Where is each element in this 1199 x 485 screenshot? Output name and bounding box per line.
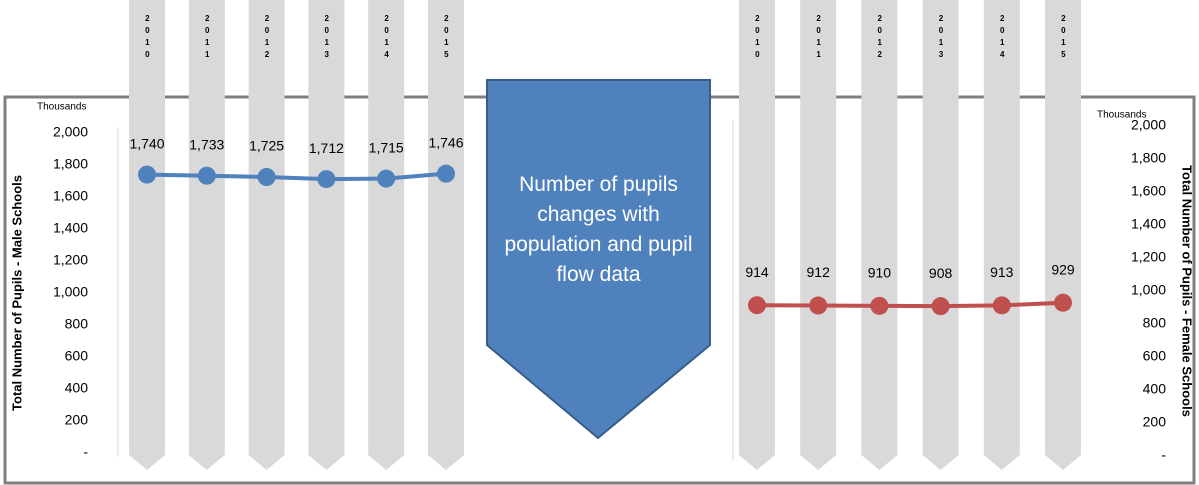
y-tick-label: 1,400 <box>53 220 88 236</box>
y-tick-label: - <box>83 444 88 460</box>
y-tick-label: - <box>1161 447 1166 463</box>
column <box>248 0 285 470</box>
axis-unit: Thousands <box>1097 110 1146 121</box>
y-tick-label: 600 <box>1143 348 1167 364</box>
point <box>197 166 216 185</box>
y-tick-label: 400 <box>1143 381 1167 397</box>
point <box>809 296 828 315</box>
y-tick-label: 1,000 <box>1131 282 1166 298</box>
data-label: 1,715 <box>369 139 404 155</box>
column <box>861 0 898 470</box>
data-label: 913 <box>990 264 1014 280</box>
column <box>800 0 837 470</box>
x-tick-label: 2011 <box>814 14 823 62</box>
column <box>428 0 464 470</box>
y-tick-label: 1,200 <box>53 252 88 268</box>
y-tick-label: 1,000 <box>53 284 88 300</box>
column <box>129 0 165 470</box>
column <box>739 0 775 470</box>
x-tick-label: 2014 <box>998 14 1007 62</box>
x-tick-label: 2010 <box>143 14 152 62</box>
y-tick-label: 1,600 <box>1131 183 1166 199</box>
data-label: 912 <box>807 264 831 280</box>
line <box>756 300 1064 309</box>
y-tick-label: 600 <box>65 348 89 364</box>
column <box>368 0 405 470</box>
x-tick-label: 2015 <box>1059 14 1068 62</box>
data-label: 929 <box>1051 261 1075 277</box>
column <box>922 0 959 470</box>
data-label: 1,725 <box>249 138 284 154</box>
x-tick-label: 2013 <box>936 14 945 62</box>
column <box>308 0 345 470</box>
y-tick-label: 800 <box>1143 315 1167 331</box>
y-tick-label: 1,600 <box>53 188 88 204</box>
y-tick-label: 800 <box>65 316 89 332</box>
x-tick-label: 2015 <box>442 14 451 62</box>
y-tick-label: 2,000 <box>53 124 88 140</box>
column <box>983 0 1020 470</box>
callout-text: Number of pupils changes with population… <box>504 173 693 286</box>
data-label: 1,733 <box>189 136 224 152</box>
point <box>437 164 455 183</box>
x-tick-label: 2013 <box>322 14 331 62</box>
y-tick-label: 200 <box>65 412 89 428</box>
y-tick-label: 1,800 <box>53 156 88 172</box>
y-tick-label: 200 <box>1143 414 1167 430</box>
y-tick-label: 400 <box>65 380 89 396</box>
y-axis-title: Total Number of Pupils - Female Schools <box>1180 165 1195 417</box>
data-label: 1,712 <box>309 140 344 156</box>
x-tick-label: 2012 <box>875 14 884 62</box>
y-axis-title: Total Number of Pupils - Male Schools <box>9 175 24 411</box>
data-label: 910 <box>868 265 892 281</box>
data-label: 908 <box>929 265 953 281</box>
data-label: 914 <box>745 264 769 280</box>
y-tick-label: 2,000 <box>1131 117 1166 133</box>
point <box>748 296 766 315</box>
axis-unit: Thousands <box>37 102 86 113</box>
point <box>138 165 156 184</box>
point <box>257 168 276 186</box>
x-tick-label: 2012 <box>262 14 271 62</box>
line <box>146 171 447 182</box>
callout-arrow <box>486 79 711 440</box>
data-label: 1,740 <box>129 135 164 151</box>
y-tick-label: 1,800 <box>1131 150 1166 166</box>
x-tick-label: 2014 <box>382 14 391 62</box>
column <box>1045 0 1081 470</box>
x-tick-label: 2011 <box>203 14 212 62</box>
point <box>992 296 1011 315</box>
point <box>870 296 889 315</box>
columns <box>129 0 1081 470</box>
y-tick-label: 1,200 <box>1131 249 1166 265</box>
point <box>377 169 396 188</box>
point <box>1054 293 1072 312</box>
y-tick-label: 1,400 <box>1131 216 1166 232</box>
point <box>317 170 336 189</box>
x-tick-label: 2010 <box>753 14 762 62</box>
point <box>931 297 950 316</box>
column <box>188 0 225 470</box>
data-label: 1,746 <box>428 134 463 150</box>
